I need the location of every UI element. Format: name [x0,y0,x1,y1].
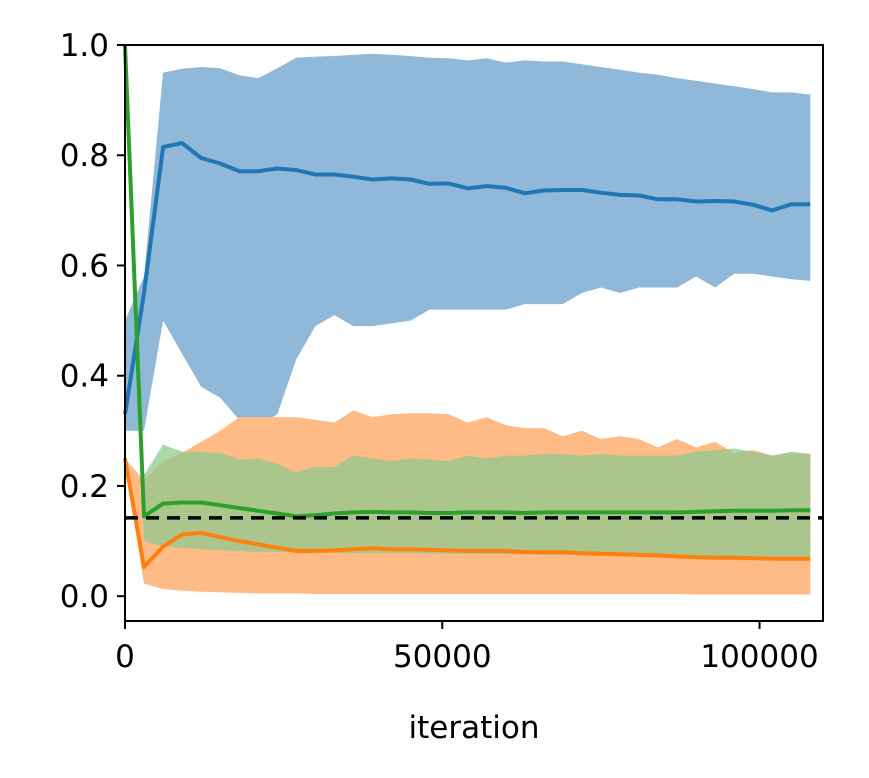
plot-frame [124,44,824,622]
x-axis-ticks: 0 50000 100000 [115,621,819,675]
y-tick-label: 0.0 [60,579,109,615]
y-tick-label: 1.0 [60,28,109,64]
x-tick-label: 50000 [393,639,492,675]
series-3-band [125,45,811,558]
confidence-bands [125,45,811,595]
x-axis-label: iteration [409,710,540,746]
y-tick-label: 0.2 [60,469,109,505]
series-lines [123,44,811,569]
series-3-line [123,44,811,519]
series-2-line [123,458,811,569]
y-tick-label: 0.8 [60,138,109,174]
x-tick-label: 100000 [700,639,818,675]
series-1-band [125,53,811,431]
y-axis-ticks: 0.0 0.2 0.4 0.6 0.8 1.0 [60,28,125,615]
y-tick-label: 0.6 [60,248,109,284]
y-tick-label: 0.4 [60,359,109,395]
series-1-line [123,141,811,415]
x-tick-label: 0 [115,639,135,675]
